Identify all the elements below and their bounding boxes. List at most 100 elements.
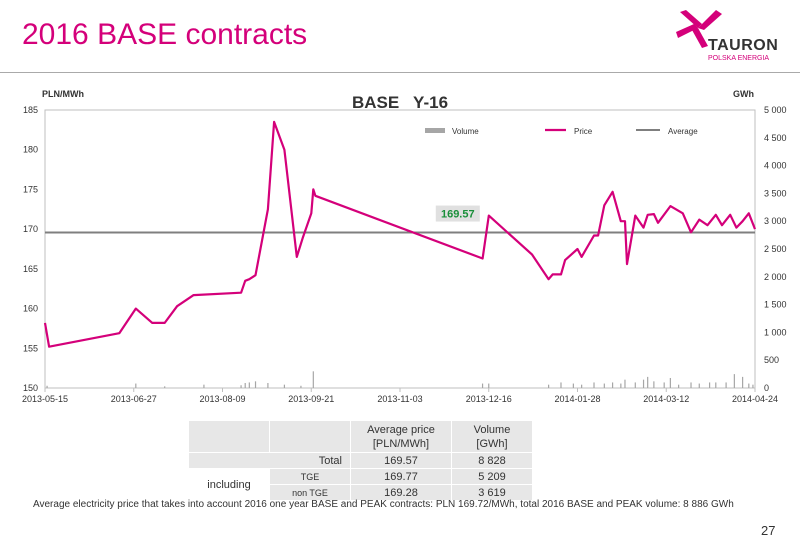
plot-area — [44, 109, 756, 389]
volume-bar — [267, 382, 269, 388]
volume-bar — [752, 384, 754, 388]
x-tick-label: 2013-08-09 — [199, 394, 245, 404]
legend-average-label: Average — [668, 127, 698, 136]
volume-bar — [669, 377, 671, 388]
footnote: Average electricity price that takes int… — [33, 499, 734, 510]
right-tick-label: 4 000 — [764, 161, 787, 171]
volume-bar — [248, 382, 250, 388]
volume-bar — [283, 384, 286, 388]
header-volume: Volume [GWh] — [451, 420, 533, 453]
x-tick-label: 2014-01-28 — [554, 394, 600, 404]
tge-average-price: 169.77 — [350, 468, 452, 485]
volume-bar — [46, 385, 48, 388]
volume-bar — [624, 379, 626, 388]
x-tick-label: 2013-06-27 — [111, 394, 157, 404]
left-tick-label: 160 — [23, 304, 38, 314]
x-tick-label: 2013-12-16 — [466, 394, 512, 404]
volume-bar — [653, 381, 655, 388]
title-divider — [0, 72, 800, 73]
summary-row-tge: including TGE 169.77 5 209 — [188, 468, 533, 501]
average-label: 169.57 — [435, 205, 480, 222]
right-tick-label: 2 000 — [764, 272, 787, 282]
legend-volume-label: Volume — [452, 127, 479, 136]
volume-bar — [678, 384, 680, 388]
volume-bar — [560, 382, 562, 388]
volume-bar — [642, 379, 645, 388]
volume-bar — [481, 383, 484, 388]
summary-row-non-tge: non TGE 169.28 3 619 — [189, 484, 533, 501]
legend: Volume Price Average — [425, 127, 698, 136]
right-tick-label: 500 — [764, 355, 779, 365]
tauron-pinwheel-icon — [676, 10, 722, 48]
volume-bar — [742, 376, 744, 388]
volume-bar — [603, 383, 605, 388]
base-y16-chart: BASE Y-16 PLN/MWh GWh 150 155 160 165 170 175… — [22, 89, 787, 404]
left-tick-label: 185 — [23, 105, 38, 115]
volume-bar — [748, 383, 750, 388]
x-tick-label: 2014-03-12 — [643, 394, 689, 404]
volume-bar — [634, 382, 636, 388]
total-average-price: 169.57 — [350, 452, 452, 469]
slide-title: 2016 BASE contracts — [22, 18, 308, 51]
row-sublabel-tge: TGE — [269, 468, 351, 485]
volume-bar — [203, 384, 205, 388]
right-tick-label: 0 — [764, 383, 769, 393]
volume-bar — [164, 386, 166, 388]
right-axis-ticks: 0 500 1 000 1 500 2 000 2 500 3 000 3 500 4 000 4… — [764, 105, 787, 393]
right-tick-label: 4 500 — [764, 133, 787, 143]
left-tick-label: 175 — [23, 184, 38, 194]
right-tick-label: 1 500 — [764, 300, 787, 310]
volume-bar — [244, 382, 246, 388]
x-tick-label: 2014-04-24 — [732, 394, 778, 404]
right-axis-label: GWh — [733, 89, 754, 99]
x-tick-label: 2013-05-15 — [22, 394, 68, 404]
x-tick-label: 2013-11-03 — [377, 394, 422, 404]
right-tick-label: 5 000 — [764, 105, 787, 115]
volume-bar — [647, 376, 649, 388]
volume-bar — [593, 382, 595, 388]
right-tick-label: 3 500 — [764, 188, 787, 198]
volume-bar — [708, 382, 711, 388]
row-label-including: including — [188, 468, 270, 501]
volume-bar — [572, 383, 574, 388]
header-average-price: Average price [PLN/MWh] — [350, 420, 452, 453]
left-tick-label: 150 — [23, 383, 38, 393]
legend-volume-swatch — [425, 128, 445, 133]
tge-volume: 5 209 — [451, 468, 533, 485]
volume-bar — [611, 382, 614, 388]
x-axis-ticks: 2013-05-15 2013-06-27 2013-08-09 2013-09-21… — [22, 388, 778, 404]
volume-series — [46, 371, 754, 388]
logo-wordmark: TAURON — [708, 37, 779, 54]
total-volume: 8 828 — [451, 452, 533, 469]
right-tick-label: 3 000 — [764, 216, 787, 226]
chart-title: BASE Y-16 — [352, 93, 448, 112]
non-tge-average-price: 169.28 — [350, 484, 452, 501]
logo-tagline: POLSKA ENERGIA — [708, 55, 770, 62]
volume-bar — [135, 383, 137, 388]
row-label-total: Total — [188, 452, 351, 469]
volume-bar — [488, 383, 490, 388]
summary-table: Average price [PLN/MWh] Volume [GWh] Tot… — [188, 420, 533, 501]
legend-price-label: Price — [574, 127, 593, 136]
row-sublabel-non-tge: non TGE — [269, 484, 351, 501]
right-tick-label: 1 000 — [764, 327, 787, 337]
header-blank-cell — [269, 420, 351, 453]
volume-bar — [548, 384, 550, 388]
volume-bar — [698, 383, 700, 388]
x-tick-label: 2013-09-21 — [288, 394, 334, 404]
header-blank-cell — [188, 420, 270, 453]
volume-bar — [690, 382, 692, 388]
right-tick-label: 2 500 — [764, 244, 787, 254]
volume-bar — [312, 371, 314, 388]
price-series-line — [43, 120, 757, 348]
volume-bar — [733, 374, 735, 388]
average-label-box — [435, 205, 480, 222]
left-tick-label: 155 — [23, 343, 38, 353]
left-tick-label: 180 — [23, 145, 38, 155]
volume-bar — [240, 385, 242, 388]
volume-bar — [715, 382, 717, 388]
volume-bar — [254, 381, 257, 388]
summary-header-row: Average price [PLN/MWh] Volume [GWh] — [188, 420, 533, 453]
left-tick-label: 165 — [23, 264, 38, 274]
page-number: 27 — [761, 523, 776, 538]
